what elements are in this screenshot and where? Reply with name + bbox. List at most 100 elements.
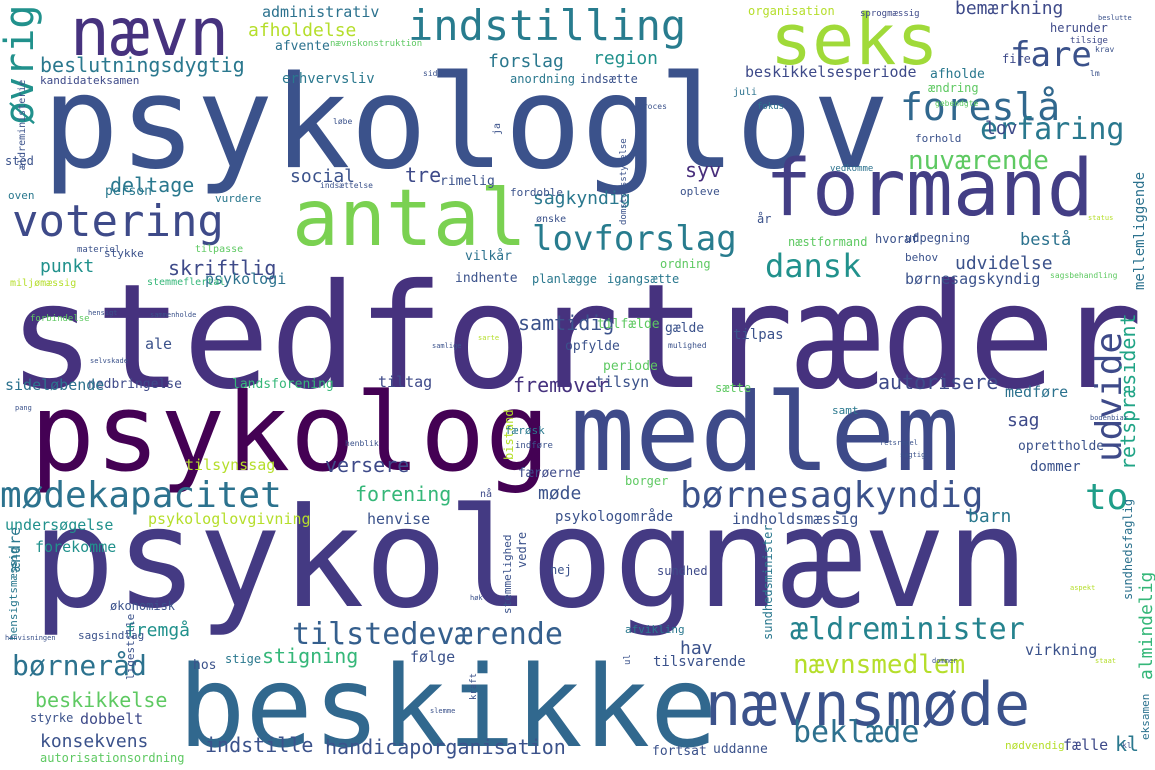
word: samt (832, 404, 859, 417)
word: nuværende (908, 146, 1049, 176)
word: vedkomme (830, 164, 874, 174)
word: år (757, 212, 772, 226)
word: kandidateksamen (40, 74, 140, 87)
word: fortsat (652, 744, 707, 759)
word: færøerne (518, 466, 581, 481)
word: barn (968, 506, 1012, 527)
word: sætte (715, 381, 752, 395)
word: ønske (536, 214, 567, 225)
word: formand (765, 144, 1094, 234)
word: ja (492, 122, 503, 135)
word: proces (638, 102, 667, 111)
word: borger (625, 474, 669, 488)
word: opfylde (565, 339, 620, 354)
word: følge (410, 648, 456, 666)
word: sundhedsminister (761, 524, 775, 640)
word: dommer (932, 657, 958, 665)
word: lm (1090, 69, 1100, 78)
word: eksamen (1139, 693, 1152, 740)
word: uddanne (713, 742, 768, 757)
word: tiltag (378, 373, 433, 391)
word: stemmelighed (501, 534, 514, 614)
word: administrativ (262, 3, 380, 21)
word: domstolsstyrelse (619, 138, 629, 225)
word: versere (325, 453, 410, 477)
word: dommer (1030, 459, 1081, 475)
word: sarte (478, 334, 500, 342)
word: indføre (515, 441, 553, 451)
word: henblik (345, 439, 379, 448)
word: tilfælde (597, 317, 660, 332)
word: ældreministerie (17, 79, 28, 170)
word: sagsbehandling (1050, 271, 1118, 280)
word: sundhed (657, 564, 708, 578)
word: beskikkelse (35, 688, 168, 712)
word: sted (5, 154, 34, 168)
word: psykologlov (42, 49, 890, 198)
word: stedfortræder (8, 253, 1143, 422)
word: miljømæssig (10, 278, 77, 289)
word: sprogmæssig (860, 9, 920, 19)
word: konsekvens (40, 731, 149, 752)
word: fokus (757, 102, 785, 112)
word: juli (733, 87, 758, 98)
word: staat (1095, 657, 1117, 665)
word: syv (685, 158, 722, 182)
word: kl (1122, 741, 1132, 750)
word: deltage (110, 173, 195, 197)
word: nævn (70, 0, 229, 71)
word: dobbelt (80, 710, 144, 728)
word: ligestille (124, 613, 137, 680)
word: forhold (915, 132, 962, 145)
word: ale (145, 335, 173, 353)
word: ul (623, 654, 633, 665)
word: materiel (77, 245, 121, 255)
word: slemme (430, 707, 456, 715)
word: indstille (205, 733, 314, 757)
word: pang (15, 404, 32, 412)
word: dansk (765, 247, 862, 285)
word: psykolognævn (32, 478, 1029, 639)
word: social (290, 166, 356, 187)
word: bestå (1020, 230, 1072, 250)
word: medlem (570, 371, 961, 496)
word: planlægge (532, 272, 598, 286)
word: oprettholde (1018, 439, 1105, 454)
word: seks (770, 0, 939, 81)
word: indsættelse (320, 181, 373, 190)
word: indstilling (408, 1, 687, 50)
word: sideløbende (5, 376, 105, 394)
word: indholdsmæssig (732, 510, 859, 528)
word: gebendgte (935, 99, 979, 108)
word: punkt (40, 256, 95, 277)
word: samlige (432, 342, 462, 350)
word: indsætte (580, 72, 638, 86)
word: forbindelse (30, 314, 90, 324)
word: stigning (262, 644, 359, 668)
word: gælde (665, 321, 705, 336)
word: undersøgelse (5, 516, 114, 534)
word: nødvendig (1005, 739, 1065, 752)
word: behov (905, 251, 939, 264)
word: fælle (1063, 736, 1109, 754)
word: selvskade (90, 357, 128, 365)
word: sag (1007, 410, 1040, 431)
word: mødekapacitet (0, 475, 282, 516)
word: kl (1115, 732, 1140, 756)
word: udvidelse (955, 253, 1053, 274)
word: status (1088, 214, 1114, 222)
word: hav (680, 638, 713, 659)
word: bodenbiar (1090, 414, 1128, 422)
word: lovforslag (532, 219, 737, 259)
word: stykke (104, 247, 144, 260)
word: votering (12, 196, 224, 247)
word: retspræsident (1116, 313, 1140, 470)
word: nej (550, 563, 572, 577)
word: løbe (333, 117, 353, 126)
word: indhente (455, 271, 518, 286)
word: landsforening (232, 377, 334, 392)
word: nå (480, 489, 493, 500)
word: sagtig (900, 451, 926, 459)
word: udpegning (905, 231, 971, 245)
word: hvoraf (875, 232, 919, 246)
